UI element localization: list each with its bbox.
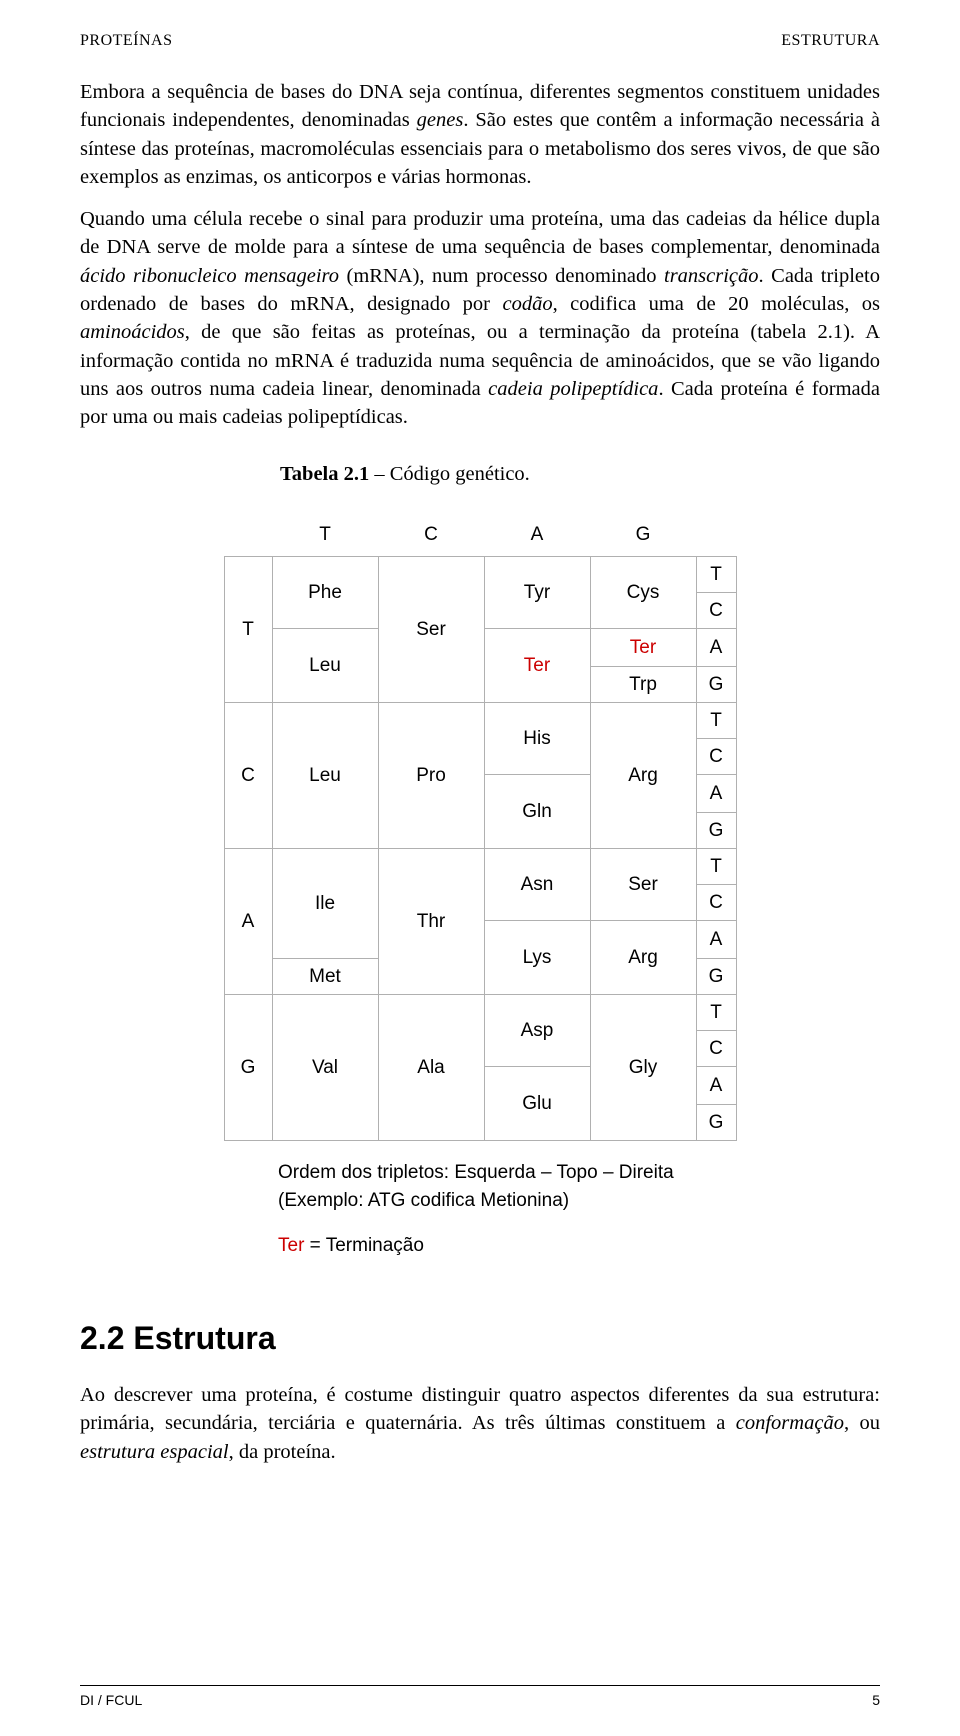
table-cell: Leu xyxy=(272,703,378,849)
text: , da proteína. xyxy=(229,1441,336,1463)
table-cell-ter: Ter xyxy=(590,629,696,667)
table-corner xyxy=(696,514,736,557)
table-header-right: T xyxy=(696,849,736,885)
table-cell: His xyxy=(484,703,590,775)
table-caption: Tabela 2.1 – Código genético. xyxy=(280,463,880,486)
table-header-right: C xyxy=(696,593,736,629)
table-header-top: G xyxy=(590,514,696,557)
text: , codifica uma de 20 moléculas, os xyxy=(553,293,880,315)
table-cell: Trp xyxy=(590,667,696,703)
table-header-right: T xyxy=(696,557,736,593)
table-cell: Asn xyxy=(484,849,590,921)
table-cell: Gly xyxy=(590,995,696,1141)
table-legend: Ordem dos tripletos: Esquerda – Topo – D… xyxy=(278,1159,880,1260)
text-italic: ácido ribonucleico mensageiro xyxy=(80,265,339,287)
table-cell: Met xyxy=(272,959,378,995)
text: = Terminação xyxy=(304,1235,424,1256)
caption-label: Tabela 2.1 xyxy=(280,463,369,485)
table-header-top: C xyxy=(378,514,484,557)
table-header-top: A xyxy=(484,514,590,557)
table-header-right: A xyxy=(696,775,736,813)
page-footer: DI / FCUL 5 xyxy=(80,1685,880,1708)
section-heading: 2.2 Estrutura xyxy=(80,1320,880,1357)
paragraph-2: Quando uma célula recebe o sinal para pr… xyxy=(80,205,880,431)
codon-table: T C A G T Phe Ser Tyr Cys T C Leu Ter xyxy=(224,514,737,1141)
table-cell: Lys xyxy=(484,921,590,995)
table-cell: Val xyxy=(272,995,378,1141)
legend-line: Ter = Terminação xyxy=(278,1232,880,1260)
text-italic: genes xyxy=(417,109,464,131)
text-italic: transcrição xyxy=(664,265,759,287)
text: (mRNA), num processo denominado xyxy=(339,265,664,287)
table-header-right: C xyxy=(696,885,736,921)
table-cell-ter: Ter xyxy=(484,629,590,703)
table-header-top: T xyxy=(272,514,378,557)
table-header-right: T xyxy=(696,995,736,1031)
table-header-right: T xyxy=(696,703,736,739)
table-cell: Ile xyxy=(272,849,378,959)
table-header-right: A xyxy=(696,629,736,667)
table-cell: Leu xyxy=(272,629,378,703)
table-cell: Pro xyxy=(378,703,484,849)
table-header-right: G xyxy=(696,1105,736,1141)
table-header-right: A xyxy=(696,921,736,959)
paragraph-1: Embora a sequência de bases do DNA seja … xyxy=(80,78,880,191)
table-cell: Arg xyxy=(590,921,696,995)
table-header-right: C xyxy=(696,739,736,775)
codon-table-wrap: T C A G T Phe Ser Tyr Cys T C Leu Ter xyxy=(80,514,880,1141)
table-cell: Phe xyxy=(272,557,378,629)
ter-label: Ter xyxy=(278,1235,304,1256)
table-cell: Ser xyxy=(378,557,484,703)
legend-line: Ordem dos tripletos: Esquerda – Topo – D… xyxy=(278,1159,880,1187)
table-header-left: A xyxy=(224,849,272,995)
table-header-left: T xyxy=(224,557,272,703)
text-italic: cadeia polipeptídica xyxy=(488,378,658,400)
table-cell: Cys xyxy=(590,557,696,629)
table-header-left: G xyxy=(224,995,272,1141)
legend-line: (Exemplo: ATG codifica Metionina) xyxy=(278,1187,880,1215)
text: Quando uma célula recebe o sinal para pr… xyxy=(80,208,880,258)
table-header-left: C xyxy=(224,703,272,849)
table-header-right: C xyxy=(696,1031,736,1067)
text-italic: estrutura espacial xyxy=(80,1441,229,1463)
header-right: ESTRUTURA xyxy=(781,32,880,50)
page-header: PROTEÍNAS ESTRUTURA xyxy=(80,32,880,50)
text-italic: codão xyxy=(502,293,552,315)
table-cell: Asp xyxy=(484,995,590,1067)
table-header-right: A xyxy=(696,1067,736,1105)
text-italic: aminoácidos xyxy=(80,321,185,343)
table-cell: Gln xyxy=(484,775,590,849)
table-header-right: G xyxy=(696,959,736,995)
caption-text: – Código genético. xyxy=(369,463,530,485)
footer-page-number: 5 xyxy=(872,1692,880,1708)
table-header-right: G xyxy=(696,667,736,703)
table-corner xyxy=(224,514,272,557)
table-header-right: G xyxy=(696,813,736,849)
text: , ou xyxy=(844,1412,880,1434)
table-cell: Ser xyxy=(590,849,696,921)
table-cell: Arg xyxy=(590,703,696,849)
table-cell: Thr xyxy=(378,849,484,995)
table-cell: Tyr xyxy=(484,557,590,629)
table-cell: Glu xyxy=(484,1067,590,1141)
table-cell: Ala xyxy=(378,995,484,1141)
footer-left: DI / FCUL xyxy=(80,1692,142,1708)
paragraph-3: Ao descrever uma proteína, é costume dis… xyxy=(80,1381,880,1466)
header-left: PROTEÍNAS xyxy=(80,32,173,50)
text-italic: conformação xyxy=(736,1412,844,1434)
